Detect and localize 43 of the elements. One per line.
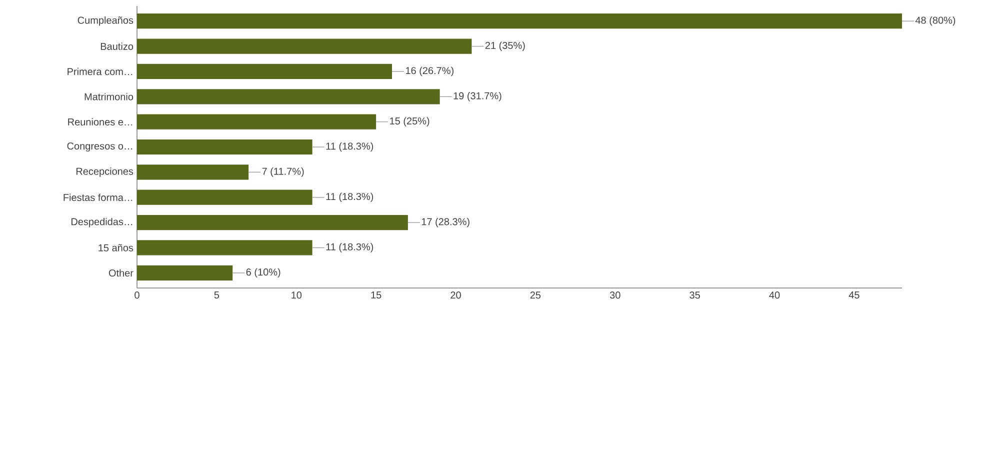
y-tick-label: Primera com… xyxy=(68,68,132,76)
x-tick-label: 30 xyxy=(610,292,620,299)
bar xyxy=(137,214,408,230)
x-tick-label: 0 xyxy=(134,292,140,299)
x-tick-label: 5 xyxy=(214,292,220,298)
bar xyxy=(137,14,902,29)
y-tick-label: 15 años xyxy=(98,244,134,252)
data-label: 19 (31.7%) xyxy=(454,92,502,102)
x-tick-label: 35 xyxy=(690,292,700,299)
data-label: 6 (10%) xyxy=(246,268,280,278)
data-label: 17 (28.3%) xyxy=(422,218,470,228)
y-tick-label: Cumpleaños xyxy=(78,16,134,26)
x-tick-label: 45 xyxy=(848,292,860,298)
bar xyxy=(137,240,312,256)
y-tick-label: Matrimonio xyxy=(84,92,134,100)
y-tick-label: Congresos o… xyxy=(67,142,132,152)
y-tick-label: Other xyxy=(108,269,134,277)
data-label: 11 (18.3%) xyxy=(326,243,374,252)
y-tick-label: Fiestas forma… xyxy=(64,194,132,202)
x-tick-label: 10 xyxy=(292,292,302,299)
data-label: 11 (18.3%) xyxy=(326,142,374,152)
y-tick-label: Reuniones e… xyxy=(68,118,132,126)
data-label: 48 (80%) xyxy=(915,16,956,26)
bar xyxy=(137,164,249,180)
x-tick-label: 20 xyxy=(450,292,461,299)
y-tick-label: Despedidas… xyxy=(71,218,132,228)
data-label: 15 (25%) xyxy=(390,117,430,126)
bar xyxy=(137,265,233,280)
data-label: 21 (35%) xyxy=(485,42,525,51)
bar xyxy=(137,38,472,54)
x-tick-label: 40 xyxy=(769,292,780,299)
x-tick-label: 25 xyxy=(530,292,541,299)
bar xyxy=(137,114,376,130)
data-label: 11 (18.3%) xyxy=(326,192,374,202)
bar xyxy=(137,64,392,80)
y-tick-label: Bautizo xyxy=(100,42,134,50)
data-label: 7 (11.7%) xyxy=(262,168,304,177)
data-label: 16 (26.7%) xyxy=(406,66,454,76)
bar xyxy=(137,139,312,155)
y-tick-label: Recepciones xyxy=(76,168,134,177)
bar xyxy=(137,190,312,205)
x-tick-label: 15 xyxy=(371,292,382,298)
bar xyxy=(137,89,440,104)
